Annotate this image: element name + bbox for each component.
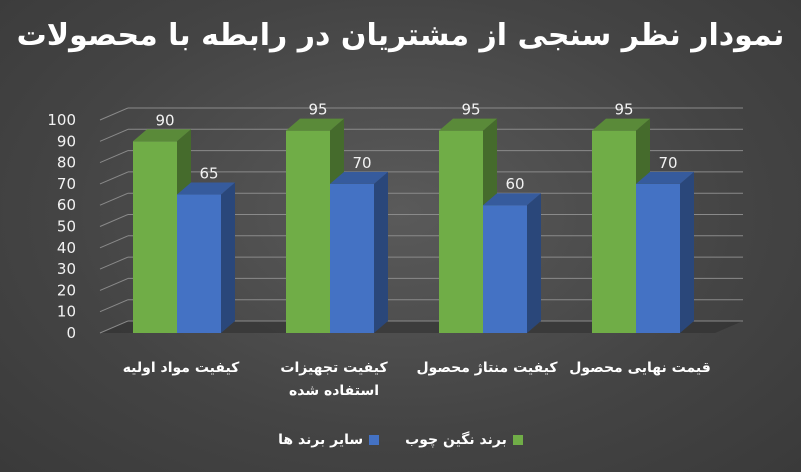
bar — [177, 182, 235, 333]
bar — [636, 171, 694, 333]
legend-swatch — [512, 435, 523, 445]
y-tick-label: 10 — [57, 303, 76, 321]
legend-swatch — [369, 435, 380, 445]
bar-side — [527, 193, 541, 333]
category-label: کیفیت مواد اولیه — [122, 360, 240, 376]
bar-top — [286, 118, 344, 131]
bar-side — [221, 182, 235, 333]
gridline-side — [99, 299, 129, 313]
data-label: 95 — [308, 101, 327, 119]
y-tick-label: 50 — [57, 218, 76, 236]
data-label: 95 — [461, 101, 480, 119]
gridline-side — [99, 214, 129, 227]
y-tick-label: 0 — [66, 324, 76, 342]
y-tick-label: 40 — [57, 239, 76, 257]
legend-item-series-2: سایر برند ها — [278, 432, 380, 448]
y-tick-label: 70 — [57, 175, 76, 193]
bar-top — [133, 129, 191, 142]
y-tick-label: 90 — [57, 132, 76, 150]
data-label: 90 — [155, 111, 174, 129]
data-label: 60 — [505, 175, 524, 193]
bar-front — [177, 194, 221, 333]
gridline-side — [99, 256, 129, 270]
gridline-side — [99, 192, 129, 206]
category-label: کیفیت منتاژ محصول — [416, 360, 558, 376]
bar-front — [592, 130, 636, 333]
bar-top — [636, 171, 694, 184]
data-label: 70 — [658, 154, 677, 172]
gridline-side — [99, 150, 129, 164]
gridline-side — [99, 171, 129, 185]
category-label: کیفیت تجهیزات استفاده شده — [280, 360, 388, 399]
y-tick-label: 80 — [57, 154, 76, 172]
legend: برند نگین چوب سایر برند ها — [0, 432, 801, 448]
bar-top — [439, 118, 497, 131]
chart-title: نمودار نظر سنجی از مشتریان در رابطه با م… — [16, 18, 785, 53]
data-label: 65 — [199, 165, 218, 183]
bar-front — [286, 130, 330, 333]
bar-top — [177, 182, 235, 195]
bar-front — [330, 183, 374, 333]
bar-side — [680, 171, 694, 333]
bar — [483, 193, 541, 333]
legend-item-series-1: برند نگین چوب — [405, 432, 523, 448]
data-label: 95 — [614, 101, 633, 119]
bar-top — [483, 193, 541, 206]
y-tick-label: 30 — [57, 260, 76, 278]
bar-front — [636, 183, 680, 333]
bar-front — [483, 205, 527, 333]
y-tick-label: 60 — [57, 196, 76, 214]
chart-floor — [100, 321, 743, 333]
legend-label: برند نگین چوب — [405, 432, 507, 448]
bar — [330, 171, 388, 333]
bar-front — [133, 141, 177, 333]
bar-top — [592, 118, 650, 131]
bar-side — [374, 171, 388, 333]
gridline-side — [99, 320, 129, 334]
y-tick-label: 100 — [47, 111, 76, 129]
gridline-side — [99, 107, 129, 121]
legend-label: سایر برند ها — [278, 432, 364, 448]
gridline-side — [99, 128, 129, 142]
category-label: قیمت نهایی محصول — [569, 360, 711, 376]
data-label: 70 — [352, 154, 371, 172]
bar-front — [439, 130, 483, 333]
gridline-side — [99, 277, 129, 291]
y-tick-label: 20 — [57, 281, 76, 299]
gridline-side — [99, 235, 129, 249]
bar-top — [330, 171, 388, 184]
